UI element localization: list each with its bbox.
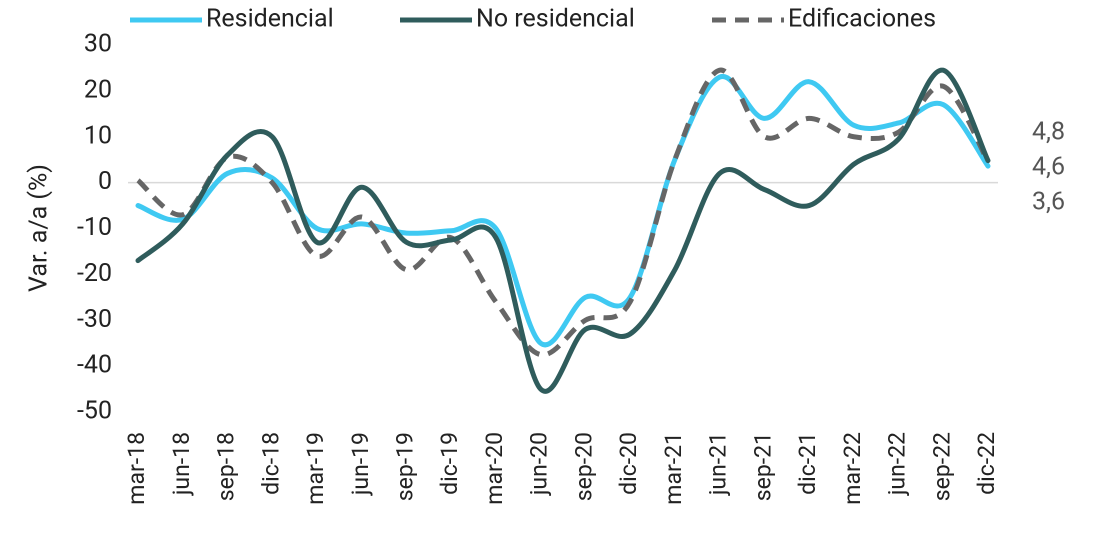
x-tick-label: jun-19 bbox=[347, 432, 374, 496]
x-tick-label: sep-22 bbox=[928, 432, 955, 501]
x-tick-label: dic-18 bbox=[257, 432, 284, 495]
x-tick-label: mar-18 bbox=[123, 432, 150, 505]
x-tick-label: mar-22 bbox=[839, 432, 866, 505]
x-tick-label: mar-21 bbox=[660, 432, 687, 505]
y-tick-label: -50 bbox=[77, 397, 112, 426]
x-tick-label: mar-20 bbox=[481, 432, 508, 505]
y-tick-label: 0 bbox=[98, 167, 112, 196]
y-tick-label: -10 bbox=[77, 213, 112, 242]
series-line bbox=[136, 67, 991, 358]
y-tick-label: 10 bbox=[84, 121, 112, 150]
end-label: 4,8 bbox=[1032, 118, 1065, 147]
y-tick-label: 30 bbox=[84, 30, 112, 59]
x-tick-label: jun-18 bbox=[168, 432, 195, 496]
x-tick-label: jun-20 bbox=[526, 432, 553, 496]
x-tick-label: dic-22 bbox=[973, 432, 1000, 495]
end-label: 3,6 bbox=[1032, 188, 1065, 217]
x-tick-label: dic-21 bbox=[794, 432, 821, 495]
x-tick-label: dic-20 bbox=[615, 432, 642, 495]
legend-label: No residencial bbox=[476, 5, 635, 34]
x-tick-label: jun-22 bbox=[884, 432, 911, 496]
series-line bbox=[135, 74, 991, 348]
x-tick-label: mar-19 bbox=[302, 432, 329, 505]
end-label: 4,6 bbox=[1032, 153, 1065, 182]
y-tick-label: 20 bbox=[84, 75, 112, 104]
y-tick-label: -40 bbox=[77, 351, 112, 380]
x-tick-label: sep-18 bbox=[213, 432, 240, 501]
x-tick-label: jun-21 bbox=[705, 432, 732, 496]
series-line bbox=[135, 67, 991, 394]
y-tick-label: -30 bbox=[77, 305, 112, 334]
legend-label: Residencial bbox=[206, 5, 334, 34]
x-tick-label: sep-20 bbox=[570, 432, 597, 501]
x-tick-label: sep-21 bbox=[749, 432, 776, 501]
y-axis-label: Var. a/a (%) bbox=[25, 164, 54, 292]
legend-label: Edificaciones bbox=[788, 5, 936, 34]
x-tick-label: sep-19 bbox=[391, 432, 418, 501]
y-tick-label: -20 bbox=[77, 259, 112, 288]
x-tick-label: dic-19 bbox=[436, 432, 463, 495]
